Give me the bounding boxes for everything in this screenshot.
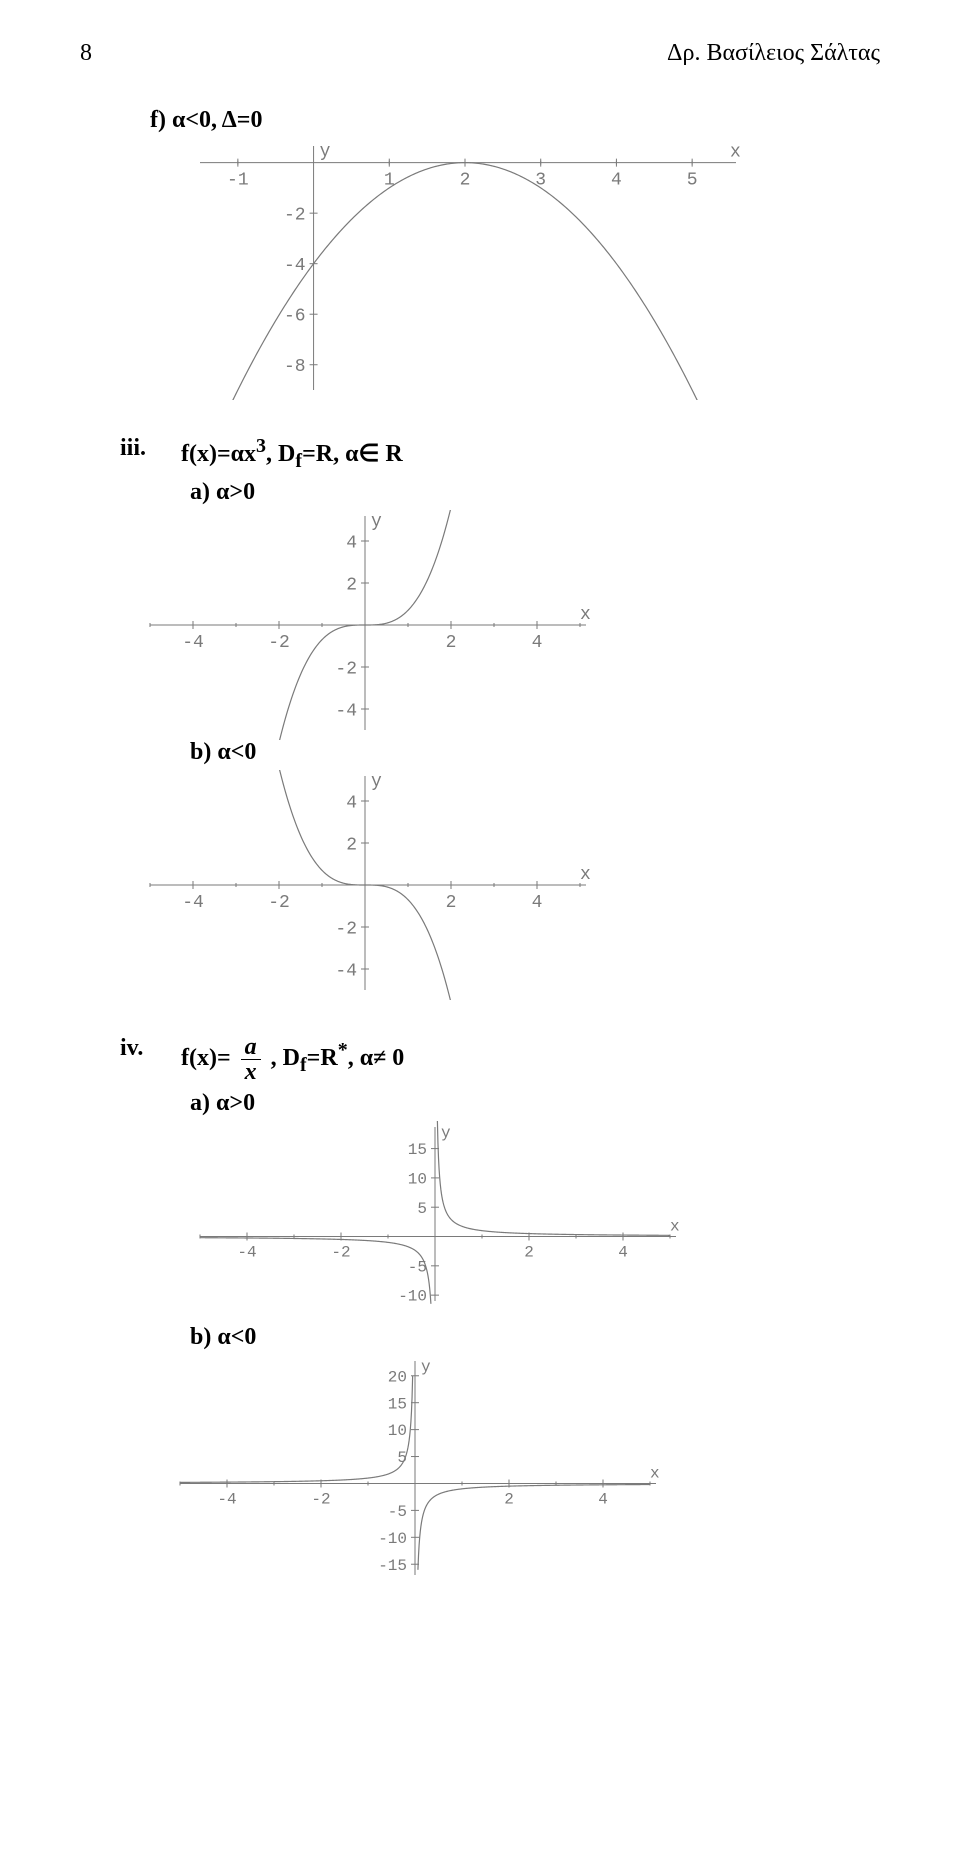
svg-text:y: y: [441, 1124, 451, 1142]
svg-text:y: y: [371, 512, 382, 532]
chart-iii-b: x y -4 -2 2 4 -4 -2 2 4: [140, 770, 880, 1005]
svg-text:10: 10: [388, 1422, 407, 1440]
svg-text:4: 4: [611, 171, 622, 191]
svg-text:10: 10: [408, 1170, 427, 1188]
chart-iv-b: xy-4-224-15-10-55101520: [170, 1355, 880, 1590]
svg-text:-10: -10: [398, 1288, 427, 1306]
svg-text:-2: -2: [311, 1490, 330, 1508]
svg-text:2: 2: [460, 171, 471, 191]
svg-text:2: 2: [446, 633, 457, 653]
svg-text:y: y: [320, 142, 331, 162]
svg-text:-4: -4: [335, 961, 357, 981]
svg-text:x: x: [580, 605, 591, 625]
svg-text:4: 4: [532, 893, 543, 913]
svg-text:4: 4: [598, 1490, 608, 1508]
iv-b-label: b) α<0: [190, 1324, 880, 1351]
svg-text:5: 5: [687, 171, 698, 191]
svg-text:4: 4: [346, 793, 357, 813]
svg-text:-2: -2: [284, 205, 306, 225]
chart-f: xy-112345-2-4-6-8: [190, 140, 880, 405]
svg-text:-4: -4: [217, 1490, 236, 1508]
svg-text:4: 4: [618, 1243, 628, 1261]
svg-text:x: x: [650, 1464, 660, 1482]
svg-text:x: x: [730, 143, 741, 163]
svg-text:2: 2: [504, 1490, 514, 1508]
iv-formula: f(x)= ax , Df=R*, α≠ 0: [181, 1045, 404, 1071]
iii-formula: f(x)=αx3, Df=R, α∈ R: [181, 441, 403, 467]
author-name: Δρ. Βασίλειος Σάλτας: [667, 40, 880, 67]
page-number: 8: [80, 40, 92, 67]
svg-text:2: 2: [524, 1243, 534, 1261]
svg-text:-6: -6: [284, 307, 306, 327]
section-iv: iv. f(x)= ax , Df=R*, α≠ 0: [120, 1035, 880, 1084]
chart-iv-a: xy-4-224-10-551015: [190, 1121, 880, 1316]
svg-text:y: y: [421, 1358, 431, 1376]
svg-text:-15: -15: [378, 1557, 407, 1575]
svg-text:4: 4: [346, 533, 357, 553]
svg-text:-4: -4: [335, 701, 357, 721]
svg-text:20: 20: [388, 1368, 407, 1386]
section-f-label: f) α<0, Δ=0: [150, 107, 880, 134]
svg-text:-2: -2: [335, 919, 357, 939]
svg-text:-4: -4: [237, 1243, 256, 1261]
iii-a-label: a) α>0: [190, 479, 880, 506]
svg-text:-8: -8: [284, 357, 306, 377]
svg-text:-2: -2: [268, 633, 290, 653]
svg-text:2: 2: [446, 893, 457, 913]
svg-text:x: x: [670, 1217, 680, 1235]
svg-text:2: 2: [346, 835, 357, 855]
svg-text:-4: -4: [182, 633, 204, 653]
section-iii: iii. f(x)=αx3, Df=R, α∈ R: [120, 435, 880, 473]
svg-text:-1: -1: [227, 171, 249, 191]
svg-text:-2: -2: [331, 1243, 350, 1261]
svg-text:2: 2: [346, 575, 357, 595]
svg-text:15: 15: [408, 1141, 427, 1159]
svg-text:y: y: [371, 772, 382, 792]
svg-text:x: x: [580, 865, 591, 885]
roman-iii: iii.: [120, 435, 175, 462]
iv-a-label: a) α>0: [190, 1090, 880, 1117]
chart-iii-a: x y -4 -2 2 4 -4 -2 2 4: [140, 510, 880, 745]
svg-text:-4: -4: [284, 256, 306, 276]
svg-text:5: 5: [417, 1200, 427, 1218]
svg-text:-4: -4: [182, 893, 204, 913]
svg-text:15: 15: [388, 1395, 407, 1413]
svg-text:4: 4: [532, 633, 543, 653]
svg-text:-5: -5: [388, 1503, 407, 1521]
svg-text:-2: -2: [335, 659, 357, 679]
svg-text:-2: -2: [268, 893, 290, 913]
svg-text:-10: -10: [378, 1530, 407, 1548]
roman-iv: iv.: [120, 1035, 175, 1062]
